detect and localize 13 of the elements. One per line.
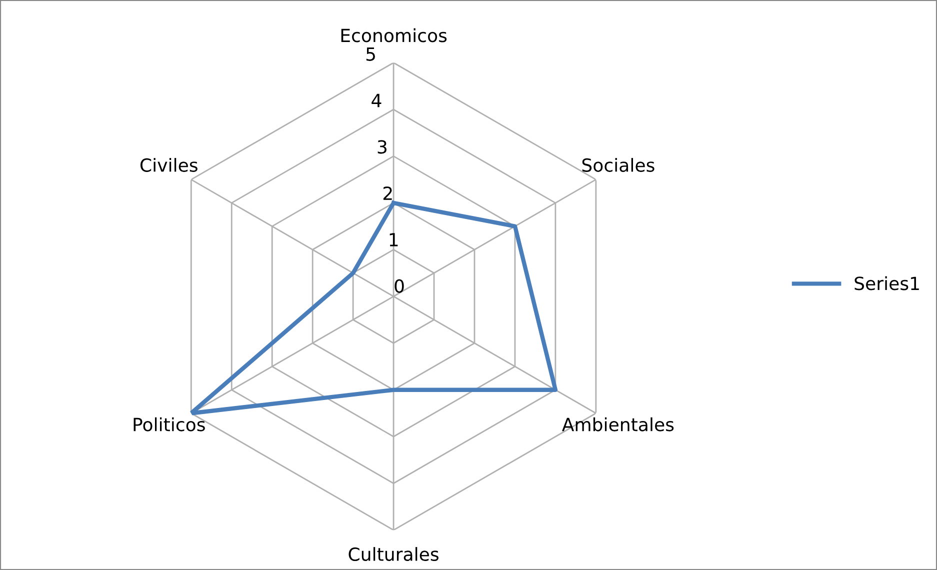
y-tick-label: 4 bbox=[372, 94, 382, 108]
spoke-label: Ambientales bbox=[562, 417, 674, 432]
spoke-label: Culturales bbox=[348, 547, 438, 562]
y-tick-label: 1 bbox=[390, 233, 398, 246]
spoke-label: Economicos bbox=[341, 28, 447, 42]
legend-label: Series1 bbox=[854, 276, 919, 290]
spoke-label: Sociales bbox=[582, 158, 654, 172]
y-tick-label: 0 bbox=[394, 279, 404, 293]
y-tick-label: 5 bbox=[366, 48, 375, 61]
y-tick-label: 3 bbox=[378, 140, 386, 154]
spoke-label: Civiles bbox=[140, 158, 198, 172]
spoke-label: Politicos bbox=[134, 417, 205, 432]
y-tick-label: 2 bbox=[383, 186, 392, 200]
